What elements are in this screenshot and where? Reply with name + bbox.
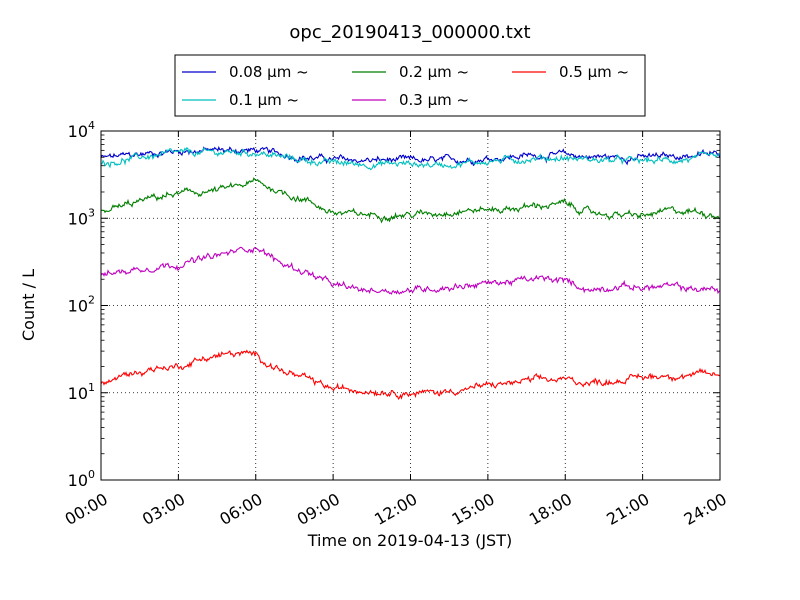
series-line-2 — [101, 177, 720, 224]
legend-entry: 0.1 μm ~ — [229, 91, 299, 109]
y-axis-label: Count / L — [19, 269, 38, 341]
legend-entry: 0.3 μm ~ — [399, 91, 469, 109]
y-tick-label: 102 — [68, 294, 95, 316]
y-tick-label: 103 — [68, 206, 95, 228]
chart-title: opc_20190413_000000.txt — [289, 22, 530, 43]
legend: 0.08 μm ~ 0.1 μm ~ 0.2 μm ~ 0.3 μm ~ 0.5 μm … — [174, 54, 646, 117]
series-line-4 — [101, 349, 720, 400]
y-tick-labels: 100 101 102 103 104 — [68, 119, 95, 490]
series-line-3 — [101, 246, 720, 295]
y-tick-label: 104 — [68, 119, 95, 141]
y-tick-label: 101 — [68, 381, 95, 403]
y-tick-label: 100 — [68, 468, 95, 490]
legend-entry: 0.08 μm ~ — [229, 63, 309, 81]
legend-box — [174, 54, 646, 117]
x-axis-label: Time on 2019-04-13 (JST) — [307, 531, 512, 550]
legend-entry: 0.2 μm ~ — [399, 63, 469, 81]
series-layer — [101, 145, 720, 400]
legend-entry: 0.5 μm ~ — [559, 63, 629, 81]
tick-marks — [100, 130, 721, 481]
series-line-1 — [101, 146, 720, 171]
